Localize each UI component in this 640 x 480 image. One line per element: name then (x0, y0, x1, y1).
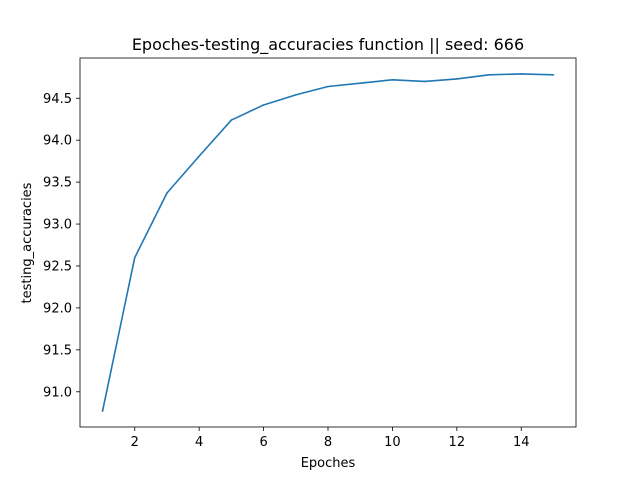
data-point (230, 119, 233, 121)
y-axis-label: testing_accuracies (20, 182, 35, 303)
x-tick-label: 2 (131, 435, 139, 450)
y-tick-label: 93.0 (43, 218, 72, 233)
y-tick-label: 92.5 (43, 259, 72, 274)
y-tick-label: 92.0 (43, 301, 72, 316)
y-tick-label: 91.5 (43, 343, 72, 358)
data-point (327, 85, 329, 88)
x-tick-label: 12 (449, 435, 466, 450)
x-tick-label: 6 (259, 435, 267, 450)
y-tick-label: 94.5 (43, 92, 72, 107)
data-point (552, 73, 555, 76)
plot-frame (79, 57, 577, 428)
data-point (166, 192, 168, 194)
plot-area (101, 73, 555, 412)
data-point (423, 80, 426, 83)
data-point (456, 78, 458, 80)
x-tick-label: 14 (513, 435, 530, 450)
data-point (133, 256, 136, 259)
data-point (262, 104, 265, 106)
y-axis: 91.0 91.5 92.0 92.5 93.0 93.5 94.0 94.5 (43, 92, 80, 400)
data-point (391, 79, 394, 81)
x-tick-label: 10 (384, 435, 401, 450)
data-point (520, 73, 523, 75)
data-point (198, 155, 200, 157)
y-tick-label: 93.5 (43, 176, 72, 191)
y-tick-label: 91.0 (43, 385, 72, 400)
y-tick-label: 94.0 (43, 134, 72, 149)
x-axis: 2 4 6 8 10 12 14 (131, 427, 530, 450)
x-tick-label: 8 (324, 435, 332, 450)
series-line (101, 73, 554, 412)
data-point (488, 73, 490, 76)
x-tick-label: 4 (195, 435, 203, 450)
x-axis-label: Epoches (301, 456, 356, 471)
data-point (294, 94, 297, 96)
chart-title: Epoches-testing_accuracies function || s… (132, 35, 524, 55)
data-point (359, 82, 362, 84)
data-point (101, 410, 104, 412)
